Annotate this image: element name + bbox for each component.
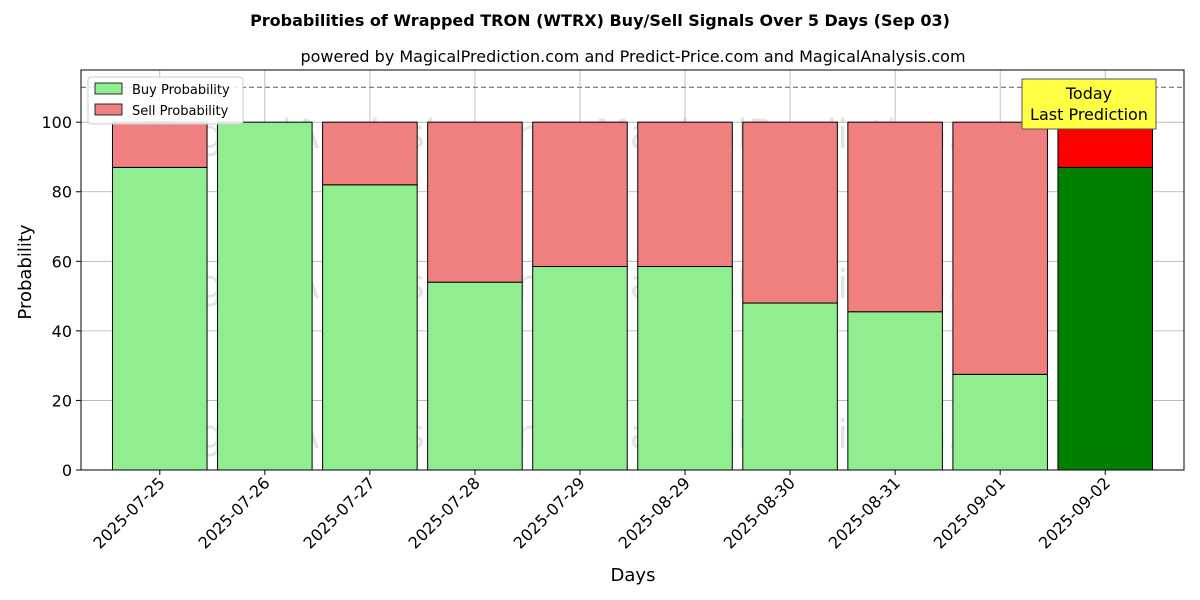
bar-buy [847,311,943,471]
bar-sell [847,121,943,313]
y-tick-label: 60 [52,252,72,271]
bar-sell [742,121,838,304]
y-tick-label: 40 [52,322,72,341]
legend-label-sell: Sell Probability [132,104,229,119]
bar-sell [952,121,1048,375]
today-annotation: Today Last Prediction [1021,78,1157,130]
bar-buy [1057,166,1153,471]
annotation-line-1: Today [1065,84,1112,103]
bar-sell [532,121,628,268]
bar-buy [427,281,523,471]
x-axis-label: Days [611,565,656,586]
bar-sell [1057,121,1153,168]
legend-label-buy: Buy Probability [132,83,230,98]
bar-sell [112,121,208,168]
chart-title: Probabilities of Wrapped TRON (WTRX) Buy… [250,11,950,30]
x-tick-label: 2025-08-31 [825,473,904,552]
legend-frame [87,76,244,125]
bar-buy [112,166,208,471]
bar-buy [322,184,418,471]
legend: Buy Probability Sell Probability [87,76,244,125]
legend-swatch-buy [94,82,123,95]
y-tick-label: 0 [62,461,72,480]
y-axis: 0 20 40 60 80 100 [41,113,81,480]
x-tick-label: 2025-07-29 [510,473,589,552]
chart-subtitle: powered by MagicalPrediction.com and Pre… [300,47,965,66]
bar-buy [217,121,313,471]
annotation-box [1021,78,1157,130]
x-tick-label: 2025-09-02 [1035,473,1114,552]
annotation-line-2: Last Prediction [1030,105,1148,124]
x-tick-label: 2025-07-27 [300,473,379,552]
bar-buy [637,266,733,471]
x-tick-label: 2025-09-01 [930,473,1009,552]
y-tick-label: 100 [41,113,72,132]
bars-layer [112,121,1153,471]
x-tick-label: 2025-07-28 [405,473,484,552]
x-tick-label: 2025-08-30 [720,473,799,552]
bar-sell [427,121,523,283]
legend-swatch-sell [94,103,123,116]
x-tick-label: 2025-07-25 [89,473,168,552]
y-tick-label: 20 [52,391,72,410]
x-tick-label: 2025-08-29 [615,473,694,552]
y-axis-label: Probability [15,224,36,319]
x-axis: 2025-07-25 2025-07-26 2025-07-27 2025-07-28… [89,470,1114,553]
bar-sell [322,121,418,186]
bar-sell [637,121,733,268]
plot-frame [80,69,1185,471]
bar-buy [742,302,838,471]
y-tick-label: 80 [52,183,72,202]
x-tick-label: 2025-07-26 [194,473,273,552]
bar-buy [532,266,628,471]
bar-buy [952,373,1048,471]
